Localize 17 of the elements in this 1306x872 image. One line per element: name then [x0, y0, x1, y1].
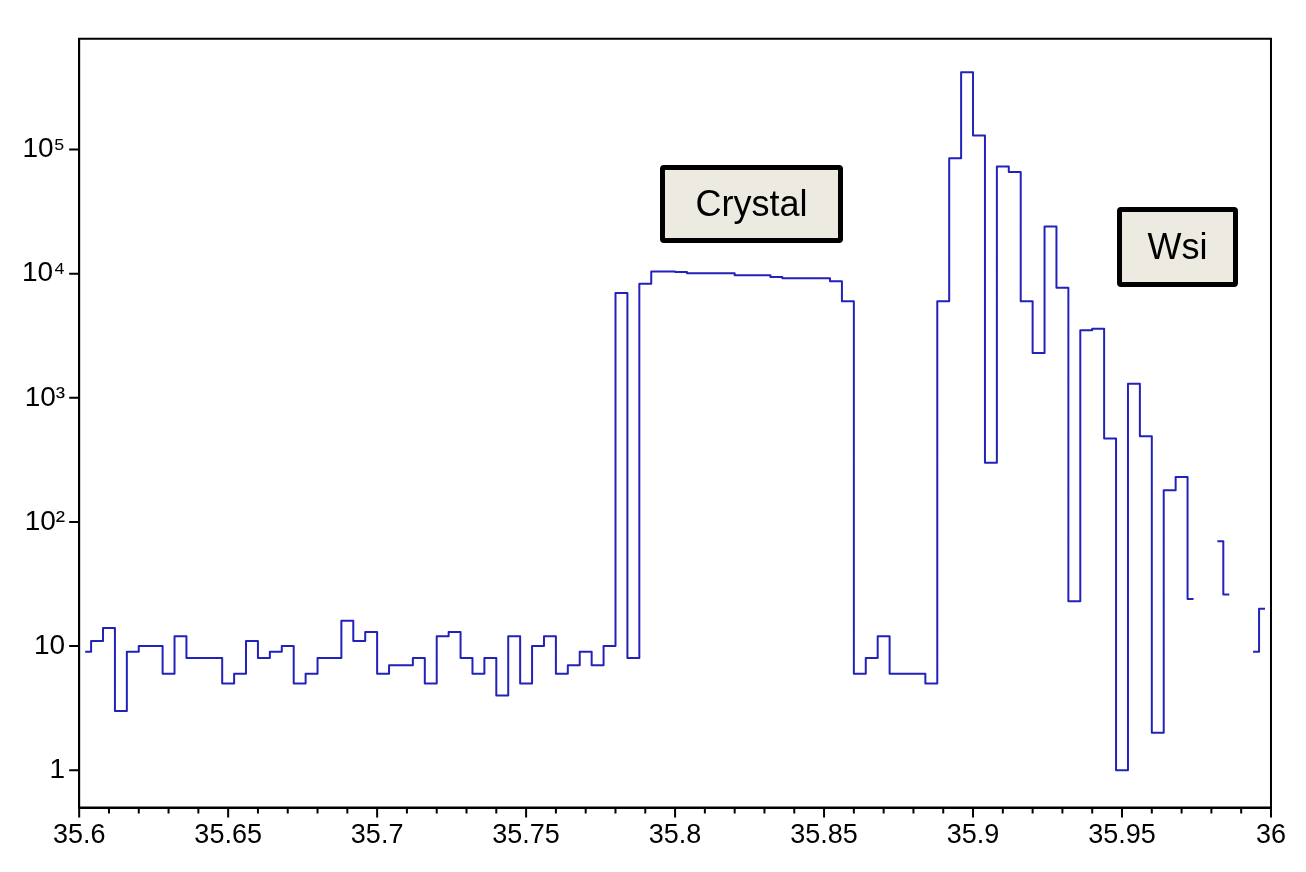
x-tick-label: 35.7	[350, 819, 404, 850]
x-tick-label: 35.95	[1088, 819, 1156, 850]
x-tick-label: 36	[1255, 819, 1287, 850]
x-tick-label: 35.6	[52, 819, 106, 850]
y-tick-label: 10³	[24, 380, 66, 412]
y-tick-label: 1	[49, 752, 66, 784]
x-tick-label: 35.75	[492, 819, 560, 850]
y-tick-label: 10²	[24, 504, 66, 536]
y-tick-label: 10⁴	[21, 256, 66, 288]
x-tick-label: 35.65	[194, 819, 262, 850]
x-tick-label: 35.9	[946, 819, 1000, 850]
x-tick-label: 35.85	[790, 819, 858, 850]
annotation: Wsi	[1117, 207, 1238, 287]
x-tick-label: 35.8	[648, 819, 702, 850]
y-tick-label: 10	[34, 628, 66, 660]
annotation: Crystal	[660, 165, 843, 243]
y-tick-label: 10⁵	[22, 132, 66, 164]
